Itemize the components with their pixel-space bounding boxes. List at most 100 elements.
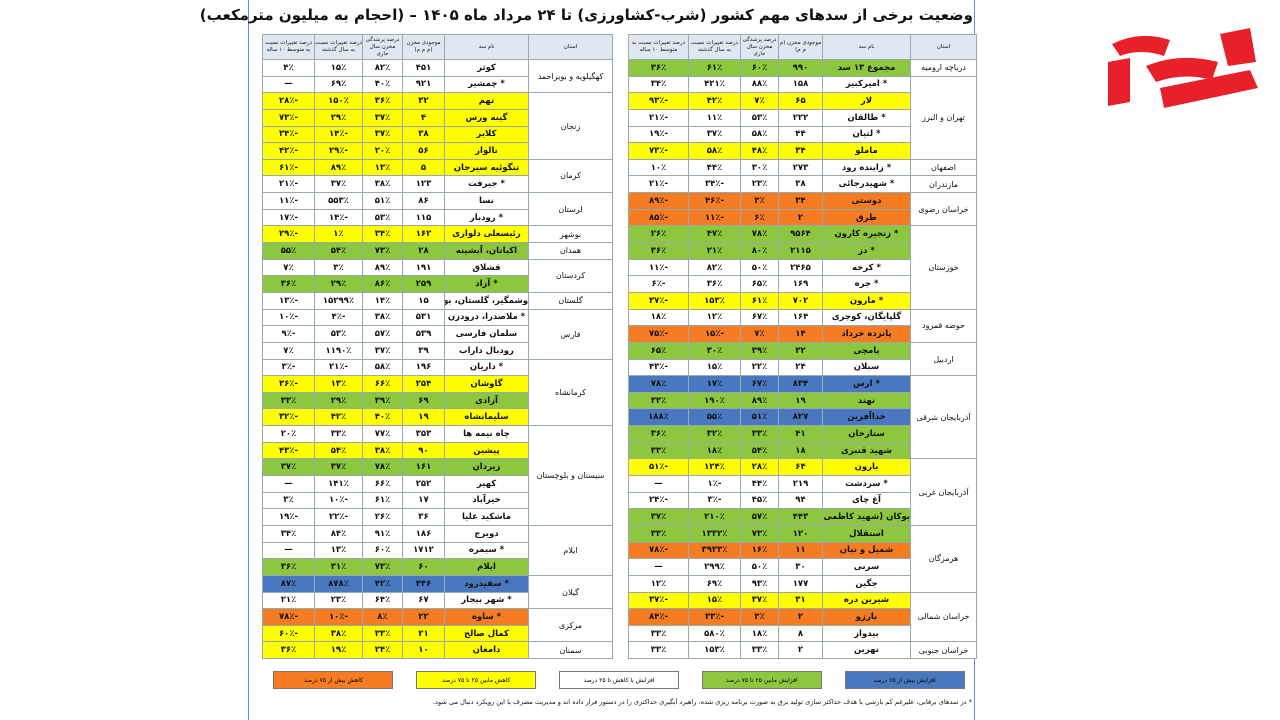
dam-row: * رودبار ۱۱۵ ۵۳٪ -۱۴٪ -۱۷٪	[262, 208, 613, 227]
dam-value: ۱۵۳٪	[688, 641, 741, 660]
dam-value: ۳۰٪	[740, 158, 779, 177]
dam-value: ۳٪	[262, 491, 315, 510]
dam-value: ۱۷	[402, 491, 445, 510]
header-row: استان نام سد موجودی مخزن (م م م) درصد پرشدگ…	[628, 34, 977, 60]
dam-value: ۱۷٪	[688, 375, 741, 393]
dam-name: آغ چای	[822, 491, 911, 510]
dam-row: تالوار ۵۶ ۲۰٪ -۲۹٪ -۴۲٪	[262, 142, 613, 160]
dam-value: -۸۹٪	[628, 192, 689, 210]
dam-name: نسا	[444, 192, 529, 210]
dam-value: ۱۸۶	[402, 524, 445, 543]
dam-value: ۴۱	[778, 425, 823, 443]
dam-value: ۳۸٪	[362, 175, 403, 194]
dam-value: ۳۴	[778, 192, 823, 210]
dam-name: شیرین دره	[822, 591, 911, 610]
dam-value: ۱۰٪	[628, 158, 689, 177]
dam-value: ۳۷٪	[314, 458, 363, 477]
dam-value: ۵۳٪	[314, 325, 363, 343]
dam-value: ۲۹۹٪	[688, 558, 741, 576]
dam-value: ۹۲۱	[402, 75, 445, 94]
dam-name: تنگوئیه سیرجان	[444, 158, 529, 177]
dam-value: -۱۱٪	[688, 208, 741, 227]
dam-value: ۷۰۲	[778, 291, 823, 310]
dam-value: ۲۱۱۵	[778, 242, 823, 260]
dam-value: ۳۸٪	[314, 624, 363, 643]
dam-name: * امیرکبیر	[822, 75, 911, 94]
dam-name: ایلام	[444, 558, 529, 576]
dam-value: ۹۰	[402, 441, 445, 460]
dam-value: ۲۱٪	[688, 242, 741, 260]
dam-value: -۳۶٪	[262, 375, 315, 393]
dam-value: ۲۲٪	[740, 358, 779, 377]
province: حوضه قمرود	[910, 308, 977, 343]
dam-row: ماشکید علیا ۳۶ ۲۶٪ -۲۲٪ -۱۹٪	[262, 508, 613, 526]
dam-value: ۳۹۳۳٪	[688, 541, 741, 560]
dam-value: -۸۵٪	[628, 208, 689, 227]
dam-row: لرستان نسا ۸۶ ۵۱٪ ۵۵۳٪ -۱۱٪	[262, 192, 613, 227]
dam-row: گاوشان ۲۵۴ ۶۶٪ ۱۳٪ -۳۶٪	[262, 375, 613, 393]
dam-value: ۴۴	[778, 125, 823, 144]
dam-row: اصفهان * زاینده رود ۲۷۳ ۳۰٪ ۴۴٪ ۱۰٪	[628, 158, 977, 177]
legend-item: افزایش بیش از ۷۵ درصد	[844, 671, 965, 689]
dam-row: کرمان تنگوئیه سیرجان ۵ ۱۳٪ ۸۹٪ -۶۱٪	[262, 158, 613, 194]
dam-value: ۳۸٪	[362, 441, 403, 460]
dam-value: ۶۹٪	[314, 75, 363, 94]
dam-value: -۱۹٪	[628, 125, 689, 144]
dam-name: یامچی	[822, 341, 911, 360]
dam-value: -۲۸٪	[262, 92, 315, 110]
dam-value: ۳٪	[740, 608, 779, 626]
dam-value: ۳۶٪	[362, 92, 403, 110]
dam-value: ۱۴۱٪	[314, 475, 363, 493]
dam-name: * رودبار	[444, 208, 529, 227]
dam-value: ۹۵۶۴	[778, 225, 823, 244]
province: مرکزی	[528, 608, 613, 643]
header-cell: نام سد	[822, 34, 911, 60]
dam-value: -۴۲٪	[262, 142, 315, 160]
dam-value: ۸۶	[402, 192, 445, 210]
dam-value: ۷٪	[262, 341, 315, 360]
dam-value: ۵۷٪	[362, 325, 403, 343]
dam-value: ۱۲۴٪	[688, 458, 741, 477]
dam-value: ۵۱٪	[362, 192, 403, 210]
province: مازندران	[910, 175, 977, 194]
header-cell: موجودی مخزن (م م م)	[778, 34, 823, 60]
dam-value: ۲	[778, 608, 823, 626]
province: بوشهر	[528, 225, 613, 244]
dam-row: بیدواز ۸ ۱۸٪ ۵۸۰٪ ۳۳٪	[628, 624, 977, 643]
dam-value: ۵۵۳٪	[314, 192, 363, 210]
header-row: استان نام سد موجودی مخزن (م م م) درصد پرشدگ…	[262, 34, 613, 60]
dam-value: ۷۳٪	[740, 524, 779, 543]
dam-value: ۵۳۹	[402, 325, 445, 343]
dam-value: ۳۳٪	[628, 624, 689, 643]
dam-value: ۲۴۶۵	[778, 258, 823, 277]
dam-name: شهید قنبری	[822, 441, 911, 460]
header-cell: درصد تغییرات نسبت به متوسط ۱۰ ساله	[262, 34, 315, 60]
dam-value: ۴	[402, 108, 445, 127]
dam-name: * دز	[822, 242, 911, 260]
dam-row: کهگیلویه و بویراحمد کوثر ۴۵۱ ۸۲٪ ۱۵٪ ۴٪	[262, 58, 613, 94]
dam-value: ۲۹٪	[314, 275, 363, 293]
dam-table: استان نام سد موجودی مخزن (م م م) درصد پرشدگ…	[628, 34, 977, 660]
dam-value: -۳۷٪	[628, 591, 689, 610]
dam-value: ۶۶٪	[362, 475, 403, 493]
province: خوزستان	[910, 225, 977, 310]
dam-value: ۳۸	[402, 125, 445, 144]
dam-value: ۵۶	[402, 142, 445, 160]
dam-value: ۳۷٪	[628, 508, 689, 526]
dam-name: * آزاد	[444, 275, 529, 293]
dam-row: پیشین ۹۰ ۳۸٪ ۵۴٪ -۴۳٪	[262, 441, 613, 460]
dam-table: استان نام سد موجودی مخزن (م م م) درصد پرشدگ…	[262, 34, 613, 660]
dam-value: ۱۷۷	[778, 574, 823, 593]
dam-value: ۲۶٪	[628, 225, 689, 244]
dam-value: ۶۷٪	[740, 308, 779, 327]
province: دریاچه ارومیه	[910, 59, 977, 77]
dam-value: -۲۹٪	[314, 142, 363, 160]
title: وضعیت برخی از سدهای مهم کشور (شرب-کشاورز…	[199, 6, 973, 24]
dam-value: ۸۷۸٪	[314, 574, 363, 593]
dam-row: دریاچه ارومیه مجموع ۱۳ سد ۹۹۰ ۶۰٪ ۶۱٪ ۳۶٪	[628, 59, 977, 77]
dam-value: -۱۹٪	[262, 508, 315, 526]
dam-value: ۱۶۹	[778, 275, 823, 293]
province: کهگیلویه و بویراحمد	[528, 58, 613, 94]
dam-value: ۵۸٪	[362, 358, 403, 377]
